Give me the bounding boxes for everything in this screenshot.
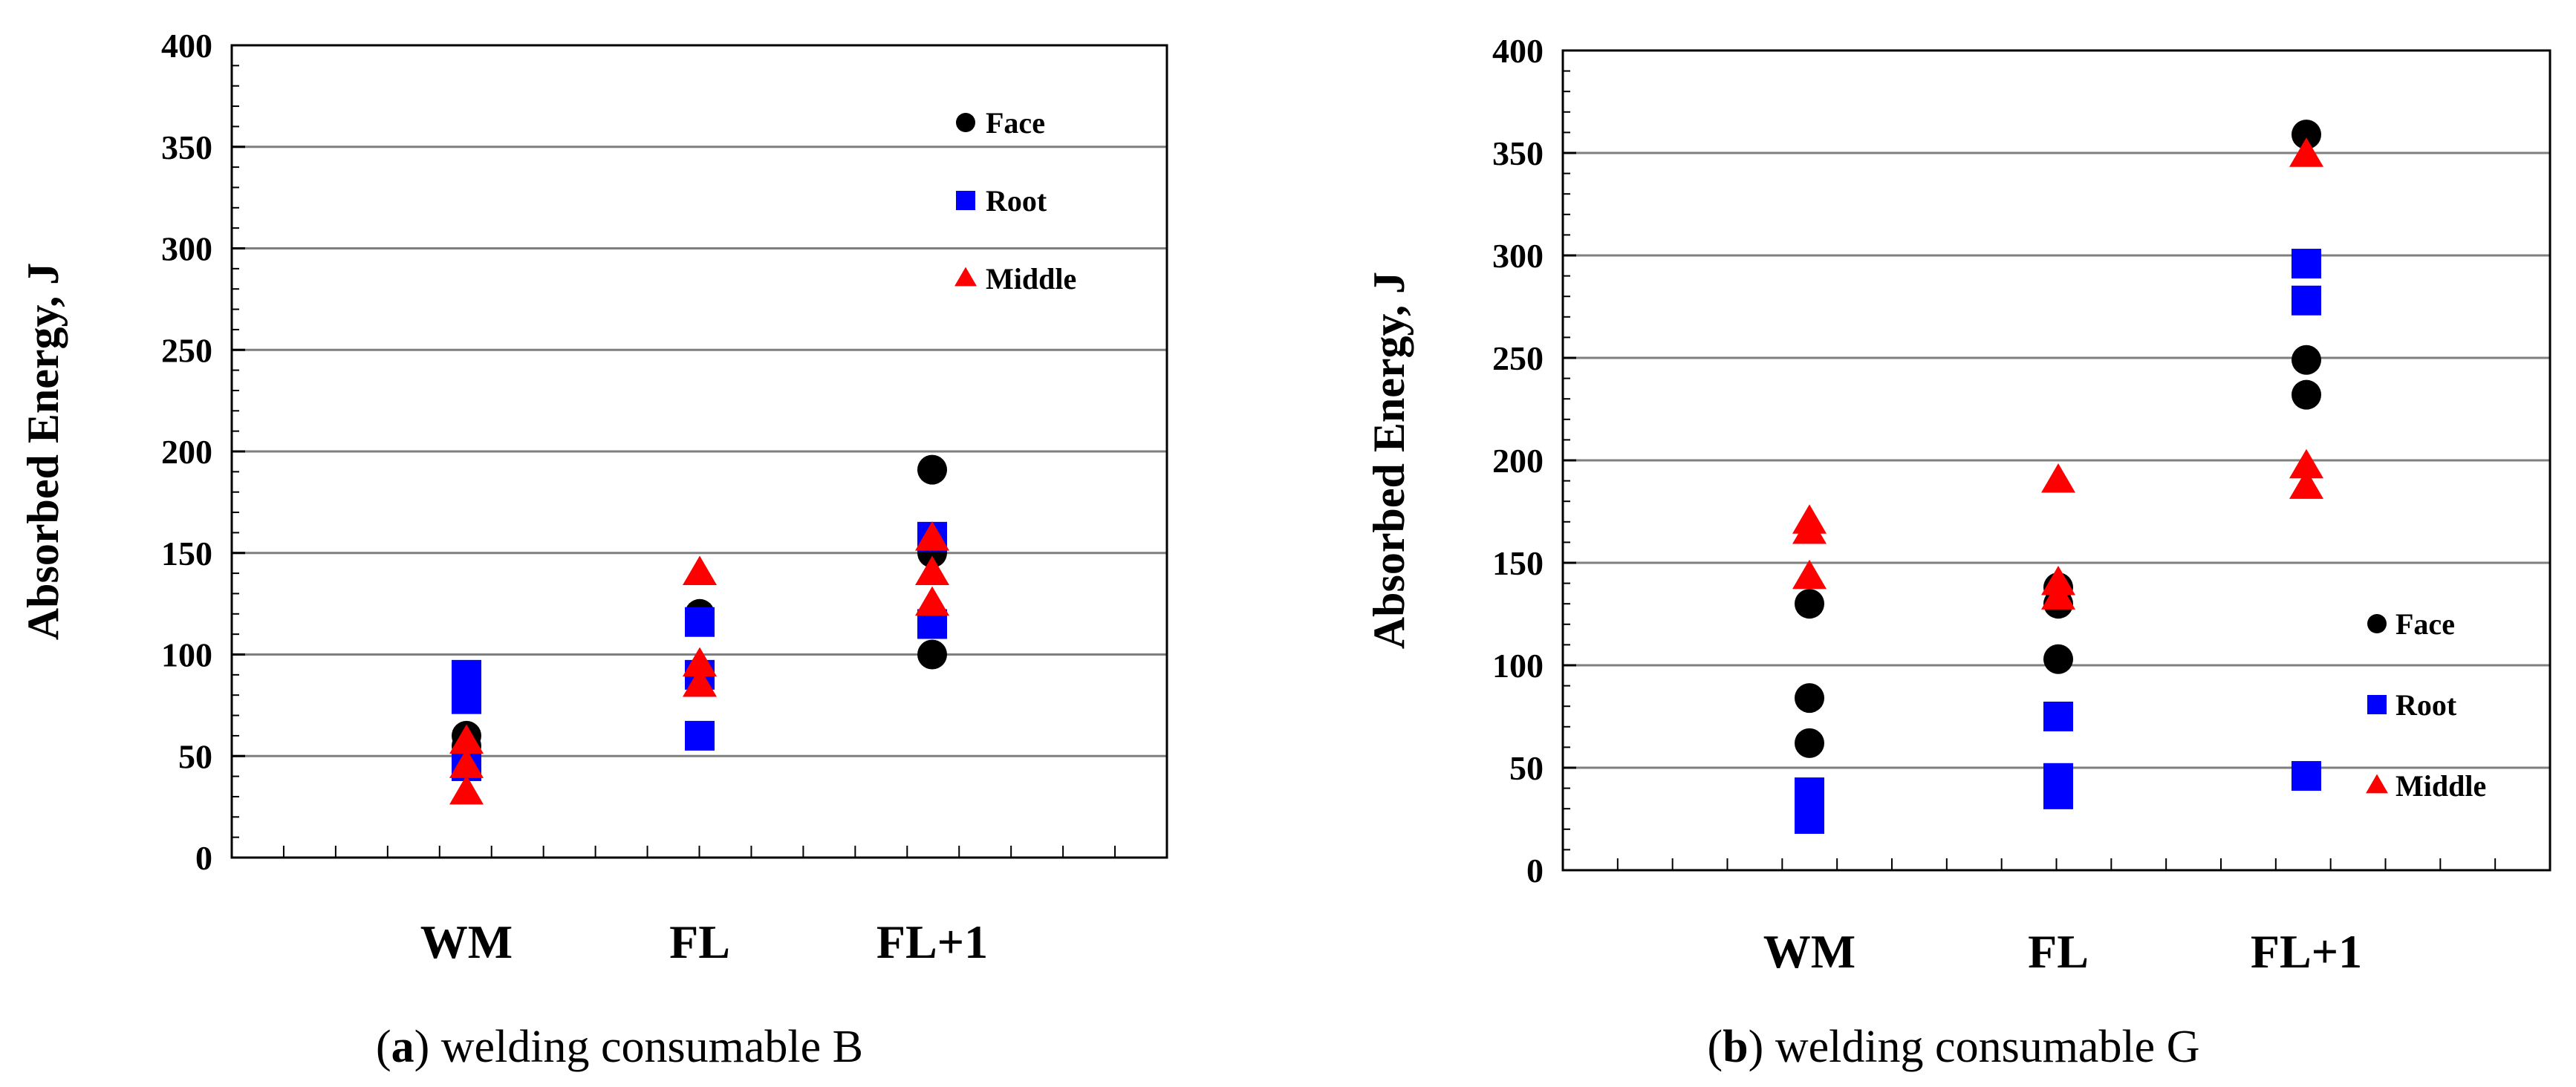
x-category-label: WM (1763, 925, 1855, 978)
y-tick-label: 200 (1492, 442, 1544, 480)
data-point-middle (2041, 580, 2075, 610)
y-tick-label: 350 (1492, 134, 1544, 172)
data-point-middle (2289, 469, 2323, 499)
data-point-middle (2289, 448, 2323, 479)
y-tick-label: 150 (1492, 544, 1544, 582)
chart-panel-b: 0 50 100 150 200 250 300 350 400 WM FL FL+1 Absorbed… (1365, 32, 2551, 1072)
legend-label-root: Root (986, 184, 1047, 218)
legend-marker-middle (954, 267, 977, 287)
data-point-middle (915, 555, 949, 586)
data-point-root (452, 684, 481, 714)
data-point-root (2292, 761, 2321, 791)
legend-label-face: Face (2396, 607, 2455, 641)
data-point-root (2043, 702, 2073, 731)
series-middle (1792, 137, 2323, 610)
data-point-face (2043, 644, 2073, 674)
x-category-label: FL+1 (2251, 925, 2362, 978)
legend-marker-root (956, 191, 975, 210)
data-point-middle (449, 774, 484, 805)
legend-label-root: Root (2396, 688, 2457, 722)
caption-close-paren: ) (1749, 1022, 1775, 1072)
y-tick-label: 350 (161, 128, 212, 166)
data-point-face (1795, 728, 1824, 758)
legend-label-middle: Middle (2396, 769, 2486, 803)
data-point-face (2292, 379, 2321, 410)
y-tick-label: 250 (1492, 339, 1544, 377)
legend-marker-face (2367, 614, 2387, 633)
data-point-middle (2041, 463, 2075, 493)
x-category-label: FL (669, 915, 730, 968)
data-point-face (917, 639, 947, 670)
legend: Face Root Middle (954, 106, 1076, 296)
caption-letter: a (391, 1022, 414, 1072)
data-point-middle (915, 521, 949, 551)
caption-open-paren: ( (1708, 1022, 1723, 1072)
data-point-face (2292, 345, 2321, 375)
legend-marker-root (2367, 695, 2387, 714)
data-point-root (2292, 249, 2321, 279)
caption-text: welding consumable B (441, 1022, 863, 1072)
data-point-root (1795, 804, 1824, 834)
x-category-label: FL+1 (876, 915, 988, 968)
y-tick-label: 100 (1492, 647, 1544, 685)
data-point-middle (683, 647, 717, 677)
data-point-face (917, 454, 947, 485)
data-point-root (2043, 779, 2073, 809)
data-point-middle (915, 586, 949, 616)
data-point-middle (683, 555, 717, 586)
data-point-face (1795, 683, 1824, 714)
panel-caption: (a) welding consumable B (376, 1022, 863, 1072)
caption-text: welding consumable G (1775, 1022, 2200, 1072)
data-point-middle (449, 748, 484, 778)
data-point-middle (1792, 559, 1827, 590)
legend-marker-face (956, 113, 975, 132)
legend-marker-middle (2366, 774, 2388, 794)
data-point-face (2292, 120, 2321, 150)
caption-open-paren: ( (376, 1022, 391, 1072)
data-point-root (685, 607, 715, 637)
data-point-root (685, 720, 715, 751)
y-tick-label: 400 (1492, 32, 1544, 70)
y-tick-label: 50 (1509, 749, 1544, 787)
y-tick-label: 200 (161, 433, 212, 471)
data-point-middle (683, 667, 717, 697)
legend-label-face: Face (986, 106, 1045, 140)
y-axis-title: Absorbed Energy, J (1365, 272, 1414, 649)
series-face (1795, 120, 2321, 758)
y-tick-label: 400 (161, 27, 212, 65)
y-tick-label: 100 (161, 636, 212, 674)
y-tick-label: 250 (161, 331, 212, 369)
legend: Face Root Middle (2366, 607, 2486, 803)
y-tick-label: 0 (195, 839, 212, 877)
series-root (1795, 249, 2321, 834)
legend-label-middle: Middle (986, 262, 1076, 296)
y-tick-label: 300 (161, 230, 212, 268)
x-category-label: FL (2028, 925, 2089, 978)
panel-caption: (b) welding consumable G (1708, 1022, 2200, 1072)
caption-letter: b (1723, 1022, 1748, 1072)
data-point-face (1795, 589, 1824, 619)
chart-panel-a: 0 50 100 150 200 250 300 350 400 WM FL FL+1 Absorbed… (19, 27, 1168, 1072)
series-middle (449, 521, 949, 805)
data-point-middle (449, 724, 484, 754)
data-point-middle (1792, 515, 1827, 544)
y-tick-label: 300 (1492, 237, 1544, 275)
y-tick-label: 50 (178, 737, 212, 775)
data-point-root (2292, 285, 2321, 316)
y-axis-title: Absorbed Energy, J (19, 263, 68, 640)
y-tick-label: 150 (161, 535, 212, 572)
caption-close-paren: ) (414, 1022, 441, 1072)
y-tick-label: 0 (1526, 852, 1544, 889)
x-category-label: WM (420, 915, 513, 968)
data-point-middle (2289, 137, 2323, 167)
